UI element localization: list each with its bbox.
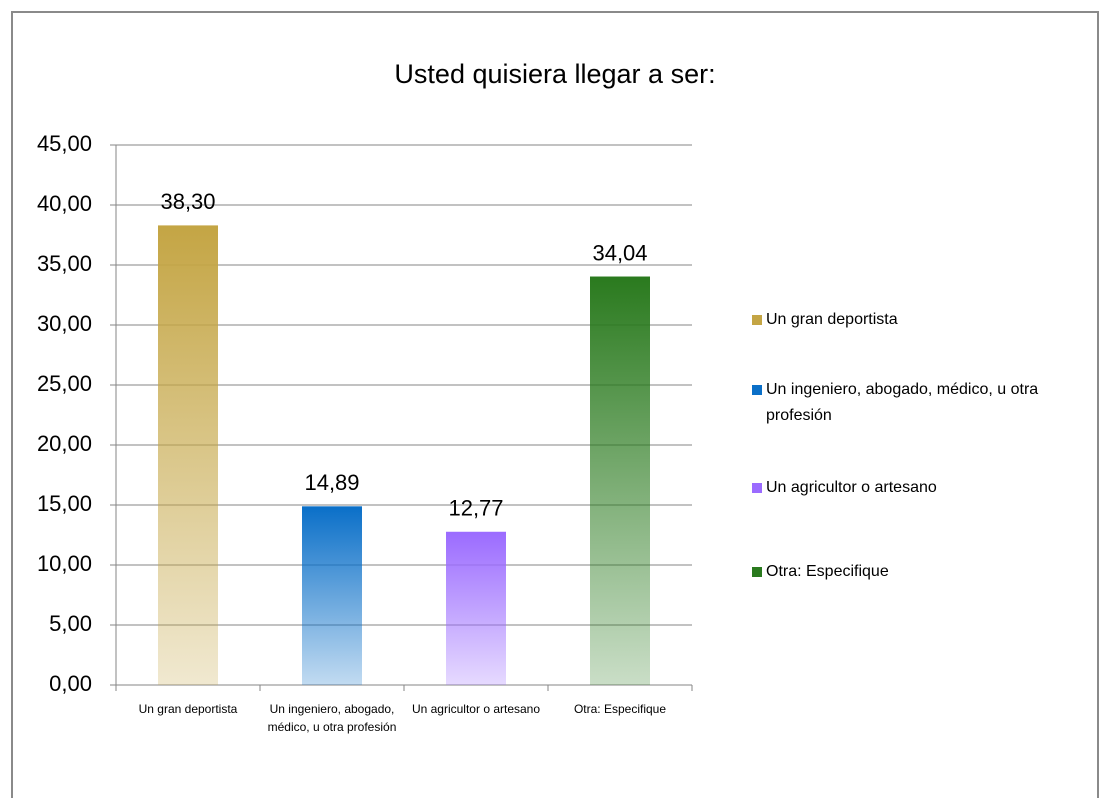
legend-swatch	[752, 483, 762, 493]
value-label: 12,77	[448, 496, 503, 521]
value-label: 38,30	[160, 189, 215, 214]
x-tick-label: Un ingeniero, abogado, médico, u otra pr…	[267, 702, 397, 734]
bar	[590, 276, 650, 685]
y-tick-label: 45,00	[37, 131, 92, 156]
y-tick-label: 40,00	[37, 191, 92, 216]
y-tick-label: 30,00	[37, 311, 92, 336]
legend-swatch	[752, 385, 762, 395]
y-tick-label: 15,00	[37, 491, 92, 516]
bar	[302, 506, 362, 685]
x-tick-label: Otra: Especifique	[573, 702, 667, 716]
x-tick-label: Un agricultor o artesano	[411, 702, 541, 716]
legend-swatch	[752, 315, 762, 325]
legend-label: Un ingeniero, abogado, médico, u otra pr…	[766, 381, 1039, 424]
y-tick-label: 25,00	[37, 371, 92, 396]
legend-label: Otra: Especifique	[766, 563, 889, 580]
y-tick-label: 20,00	[37, 431, 92, 456]
legend-swatch	[752, 567, 762, 577]
legend-label: Un agricultor o artesano	[766, 479, 937, 496]
bar	[446, 531, 506, 685]
value-label: 34,04	[592, 240, 647, 265]
y-tick-label: 0,00	[49, 671, 92, 696]
bar	[158, 225, 218, 685]
y-tick-label: 35,00	[37, 251, 92, 276]
y-tick-label: 10,00	[37, 551, 92, 576]
chart-title: Usted quisiera llegar a ser:	[394, 59, 715, 89]
legend-label: Un gran deportista	[766, 311, 898, 328]
value-label: 14,89	[304, 470, 359, 495]
x-tick-label: Un gran deportista	[138, 702, 238, 716]
y-tick-label: 5,00	[49, 611, 92, 636]
